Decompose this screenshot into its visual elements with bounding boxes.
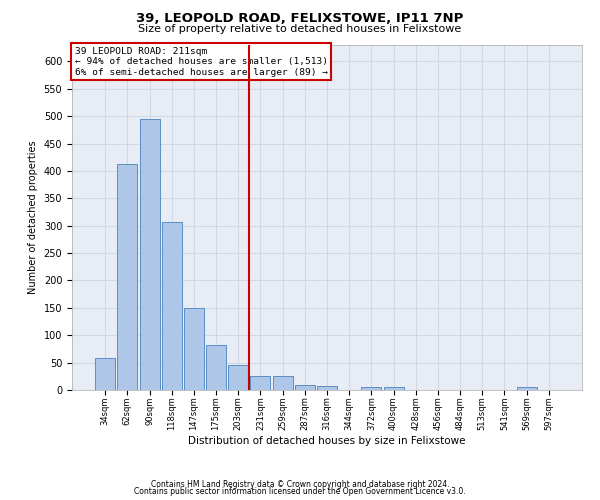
Bar [140,119,160,390]
Y-axis label: Number of detached properties: Number of detached properties [28,140,38,294]
Text: Size of property relative to detached houses in Felixstowe: Size of property relative to detached ho… [139,24,461,34]
Text: 39 LEOPOLD ROAD: 211sqm
← 94% of detached houses are smaller (1,513)
6% of semi-: 39 LEOPOLD ROAD: 211sqm ← 94% of detache… [74,46,328,76]
Bar [228,366,248,390]
X-axis label: Distribution of detached houses by size in Felixstowe: Distribution of detached houses by size … [188,436,466,446]
Bar [184,308,204,390]
Bar [383,388,404,390]
Text: 39, LEOPOLD ROAD, FELIXSTOWE, IP11 7NP: 39, LEOPOLD ROAD, FELIXSTOWE, IP11 7NP [136,12,464,26]
Bar [272,376,293,390]
Text: Contains public sector information licensed under the Open Government Licence v3: Contains public sector information licen… [134,487,466,496]
Bar [250,376,271,390]
Bar [295,384,315,390]
Bar [317,386,337,390]
Bar [162,222,182,390]
Bar [206,344,226,390]
Text: Contains HM Land Registry data © Crown copyright and database right 2024.: Contains HM Land Registry data © Crown c… [151,480,449,489]
Bar [118,164,137,390]
Bar [95,358,115,390]
Bar [517,388,536,390]
Bar [361,388,382,390]
